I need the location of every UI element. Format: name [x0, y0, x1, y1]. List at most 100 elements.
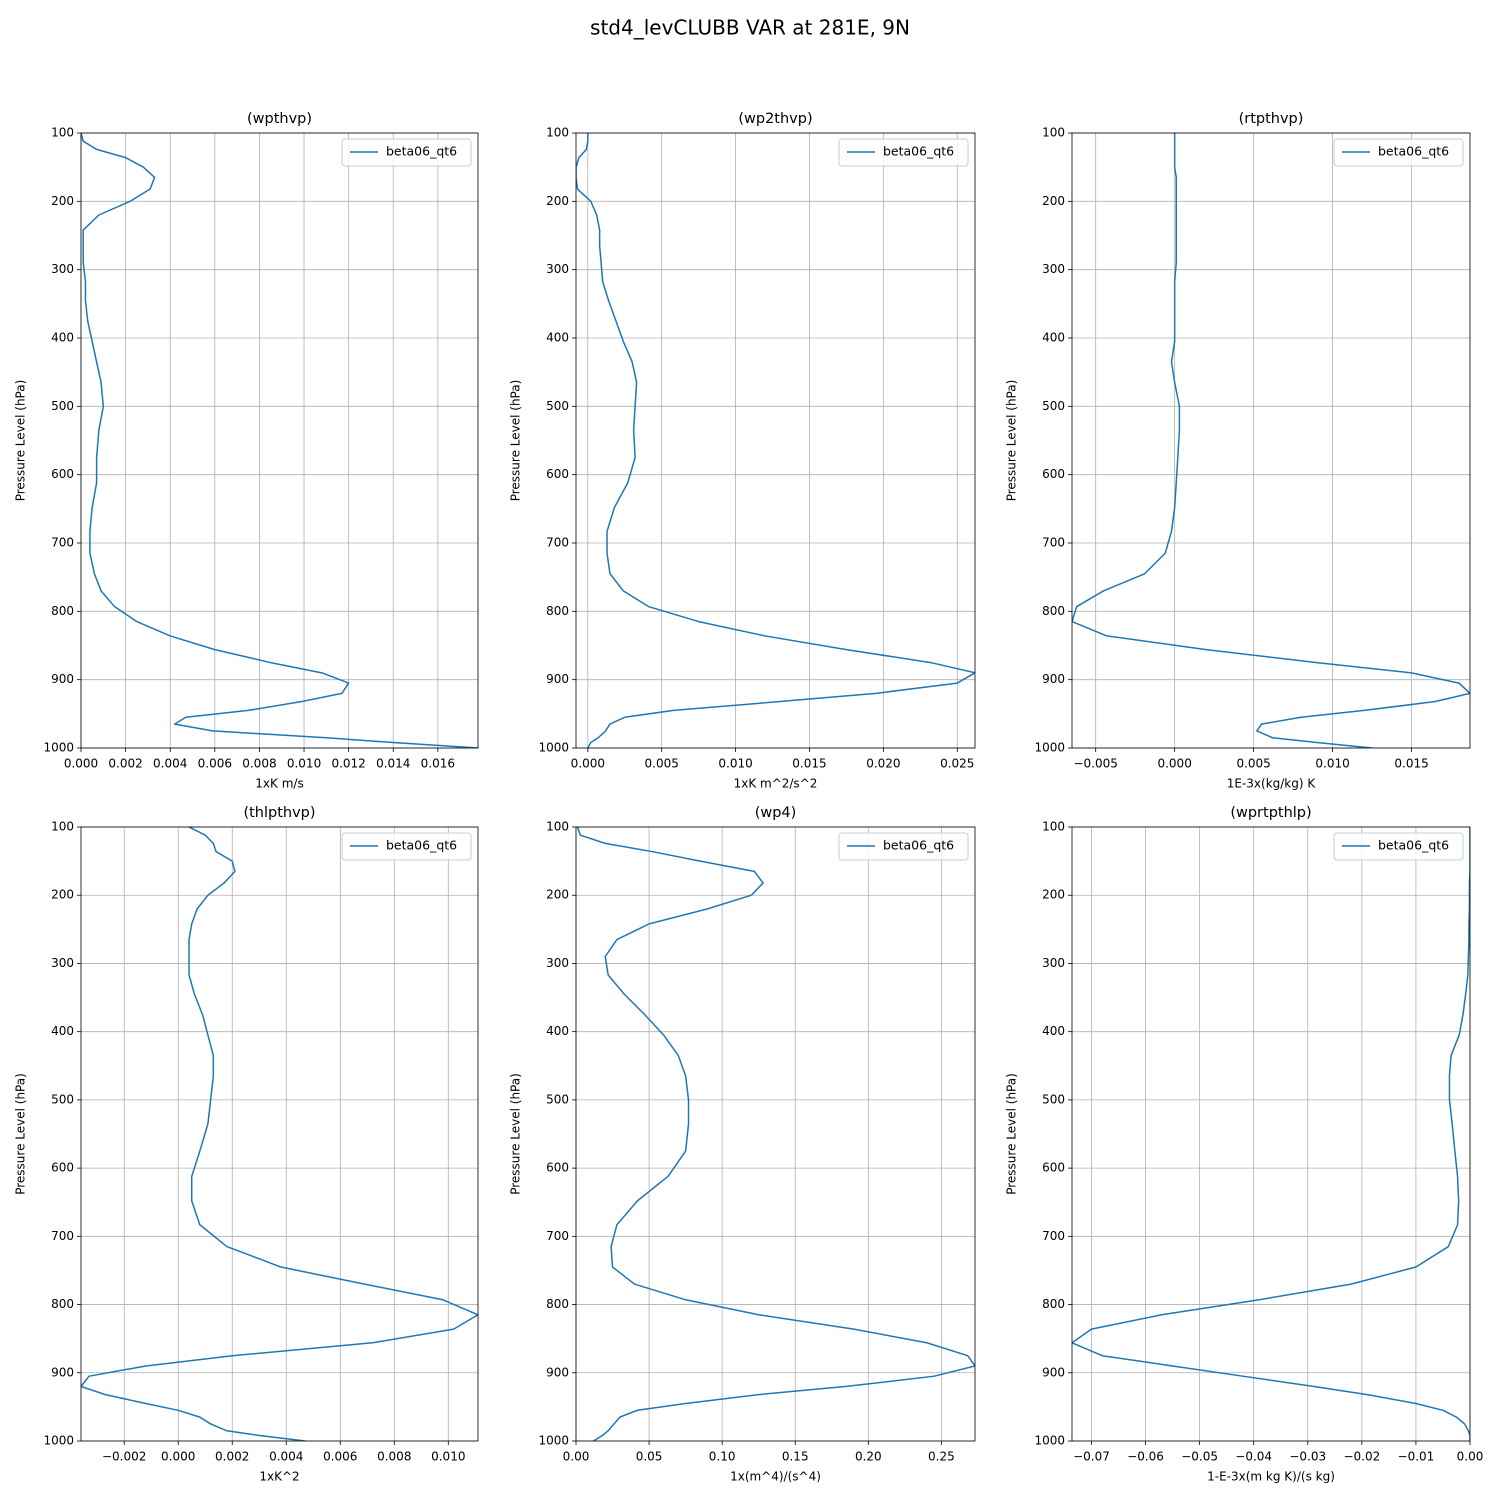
subplot: 0.000 0.002 0.004 0.006 0.008 0.010 0.012 0.014…: [14, 111, 479, 791]
y-tick-label: 600: [51, 467, 74, 481]
x-axis-label: 1xK m/s: [255, 777, 303, 791]
x-tick-label: 0.002: [215, 1450, 249, 1464]
x-tick-label: 0.015: [1394, 757, 1428, 771]
x-tick-label: 0.000: [161, 1450, 195, 1464]
y-tick-label: 700: [51, 1229, 74, 1243]
y-tick-label: 100: [1042, 126, 1065, 140]
subplot: −0.07 −0.06 −0.05 −0.04 −0.03 −0.02 −0.01 0.00 1…: [1005, 805, 1484, 1484]
plot-area: [576, 133, 975, 748]
x-tick-label: 0.014: [376, 757, 410, 771]
x-tick-label: 0.010: [287, 757, 321, 771]
x-tick-label: 0.00: [1457, 1450, 1484, 1464]
y-tick-label: 400: [1042, 331, 1065, 345]
x-tick-label: −0.03: [1289, 1450, 1326, 1464]
x-tick-label: 0.015: [792, 757, 826, 771]
x-tick-label: 0.008: [377, 1450, 411, 1464]
x-tick-label: −0.02: [1343, 1450, 1380, 1464]
y-tick-label: 100: [51, 126, 74, 140]
axes-frame: [575, 132, 976, 749]
subplot-title: (wp2thvp): [738, 111, 812, 127]
legend-label: beta06_qt6: [1378, 838, 1449, 853]
y-tick-label: 1000: [538, 1434, 569, 1448]
subplot-title: (rtpthvp): [1239, 111, 1304, 127]
y-tick-label: 400: [546, 1024, 569, 1038]
x-tick-label: 0.15: [782, 1450, 809, 1464]
legend-box: [341, 832, 472, 861]
plot-area: [81, 827, 478, 1441]
axes-frame: [80, 826, 479, 1442]
subplot: 0.00 0.05 0.10 0.15 0.20 0.25 100 200 300 400 500 6…: [509, 805, 976, 1484]
series-line: [576, 133, 975, 748]
legend-box: [1333, 832, 1464, 861]
y-tick-label: 700: [1042, 536, 1065, 550]
x-tick-label: 0.016: [421, 757, 455, 771]
x-tick-label: 0.004: [153, 757, 187, 771]
x-tick-label: −0.002: [102, 1450, 146, 1464]
x-tick-label: −0.005: [1073, 757, 1117, 771]
plot-area: [1072, 827, 1470, 1441]
y-tick-label: 500: [1042, 1092, 1065, 1106]
y-axis-label: Pressure Level (hPa): [14, 1073, 28, 1195]
x-tick-label: −0.07: [1073, 1450, 1110, 1464]
y-tick-label: 1000: [538, 741, 569, 755]
plot-area: [81, 133, 478, 748]
y-tick-label: 200: [1042, 888, 1065, 902]
y-tick-label: 600: [1042, 467, 1065, 481]
y-axis-label: Pressure Level (hPa): [509, 1073, 523, 1195]
subplot: −0.002 0.000 0.002 0.004 0.006 0.008 0.010 100 2…: [14, 805, 479, 1484]
y-tick-label: 1000: [1034, 1434, 1065, 1448]
y-tick-label: 300: [546, 956, 569, 970]
y-tick-label: 200: [546, 888, 569, 902]
y-tick-label: 800: [51, 1297, 74, 1311]
y-tick-label: 900: [51, 1365, 74, 1379]
y-tick-label: 300: [51, 956, 74, 970]
y-tick-label: 500: [51, 1092, 74, 1106]
x-tick-label: −0.05: [1181, 1450, 1218, 1464]
legend-box: [1333, 138, 1464, 167]
x-axis-label: 1xK m^2/s^2: [734, 777, 818, 791]
axes-frame: [1071, 826, 1471, 1442]
x-tick-label: 0.000: [571, 757, 605, 771]
series-line: [1072, 827, 1470, 1441]
x-tick-label: 0.005: [645, 757, 679, 771]
y-tick-label: 800: [546, 1297, 569, 1311]
y-tick-label: 500: [546, 1092, 569, 1106]
x-tick-label: 0.20: [855, 1450, 882, 1464]
y-tick-label: 300: [1042, 262, 1065, 276]
axes-frame: [575, 826, 976, 1442]
y-tick-label: 600: [1042, 1161, 1065, 1175]
legend-label: beta06_qt6: [883, 144, 954, 159]
subplot: −0.005 0.000 0.005 0.010 0.015 100 200 300 400 50…: [1005, 111, 1471, 791]
legend-box: [341, 138, 472, 167]
x-axis-label: 1xK^2: [259, 1470, 299, 1484]
y-tick-label: 900: [1042, 672, 1065, 686]
y-tick-label: 800: [1042, 604, 1065, 618]
x-axis-label: 1x(m^4)/(s^4): [730, 1470, 821, 1484]
axes-frame: [1071, 132, 1471, 749]
y-tick-label: 500: [1042, 399, 1065, 413]
figure-title: std4_levCLUBB VAR at 281E, 9N: [590, 16, 910, 40]
series-line: [576, 827, 975, 1441]
x-tick-label: 0.010: [718, 757, 752, 771]
x-tick-label: 0.006: [198, 757, 232, 771]
y-axis-label: Pressure Level (hPa): [14, 380, 28, 502]
y-tick-label: 800: [51, 604, 74, 618]
series-line: [81, 827, 478, 1441]
x-tick-label: −0.01: [1398, 1450, 1435, 1464]
y-axis-label: Pressure Level (hPa): [1005, 1073, 1019, 1195]
x-tick-label: 0.006: [323, 1450, 357, 1464]
y-tick-label: 400: [51, 331, 74, 345]
x-tick-label: 0.05: [636, 1450, 663, 1464]
y-tick-label: 100: [51, 820, 74, 834]
y-tick-label: 300: [1042, 956, 1065, 970]
series-line: [1072, 133, 1470, 748]
y-tick-label: 200: [51, 194, 74, 208]
y-tick-label: 200: [1042, 194, 1065, 208]
x-tick-label: 0.025: [940, 757, 974, 771]
y-tick-label: 400: [51, 1024, 74, 1038]
y-axis-label: Pressure Level (hPa): [1005, 380, 1019, 502]
x-tick-label: 0.10: [709, 1450, 736, 1464]
y-tick-label: 800: [1042, 1297, 1065, 1311]
y-tick-label: 400: [1042, 1024, 1065, 1038]
